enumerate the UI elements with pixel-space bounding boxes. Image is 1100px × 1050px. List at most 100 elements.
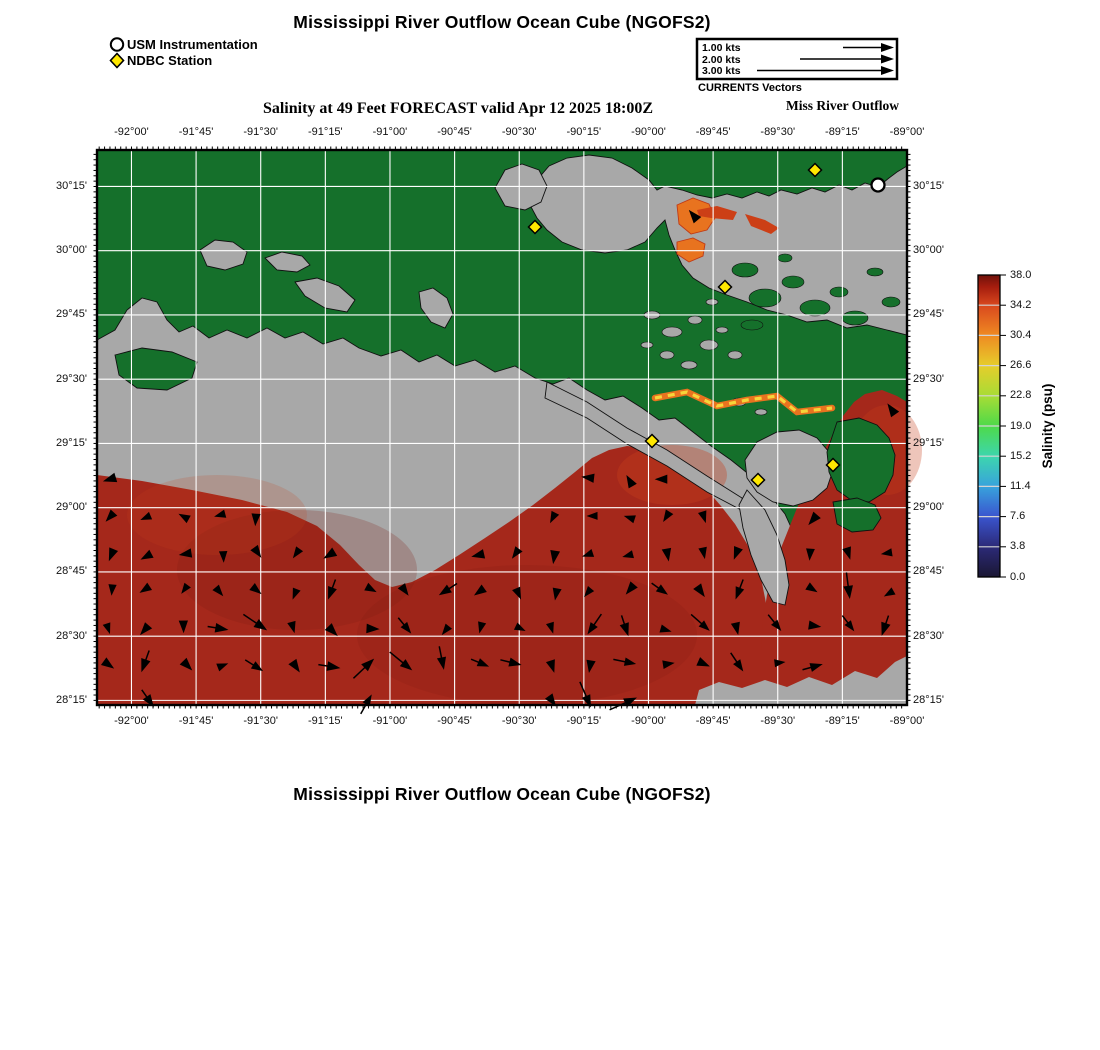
lon-tick-label-bottom: -89°45'	[695, 715, 731, 727]
plot-frame	[95, 148, 909, 707]
lat-tick-label-right: 30°15'	[913, 179, 944, 192]
islet-a	[199, 239, 248, 271]
current-arrow	[436, 646, 447, 670]
subtitle-forecast-valid: Salinity at 49 Feet FORECAST valid Apr 1…	[262, 100, 654, 117]
ndbc-station-marker	[750, 472, 766, 488]
current-arrow	[545, 621, 554, 634]
scale-arrow-head	[881, 66, 894, 75]
colorbar-tick-label: 7.6	[1010, 510, 1026, 523]
colorbar-tick-label: 11.4	[1010, 479, 1031, 492]
colorbar-tick-label: 15.2	[1010, 449, 1032, 462]
current-arrow	[105, 509, 118, 522]
current-arrow	[179, 657, 193, 671]
current-arrow	[690, 613, 710, 631]
current-arrow	[318, 661, 341, 671]
current-arrow	[545, 659, 555, 673]
current-arrow	[730, 621, 740, 636]
current-arrow	[659, 624, 672, 633]
marsh-speck-green	[866, 267, 884, 277]
current-arrow	[619, 615, 629, 637]
lon-tick-label-bottom: -90°30'	[501, 715, 537, 727]
current-arrow	[218, 551, 228, 563]
current-arrow	[324, 623, 338, 637]
current-arrow	[292, 587, 301, 600]
delta-head	[744, 429, 834, 507]
lat-tick-label-left: 28°30'	[56, 629, 87, 642]
ndbc-legend-icon	[109, 52, 125, 69]
current-arrow	[397, 617, 412, 634]
north-shore-ms-coast	[529, 154, 908, 336]
current-arrow	[696, 657, 710, 667]
current-arrow	[470, 658, 490, 667]
marsh-speck-green	[731, 262, 759, 278]
marsh-speck-green	[799, 299, 831, 317]
lat-tick-label-left: 29°30'	[56, 372, 87, 385]
lon-tick-label-top: -89°30'	[760, 126, 796, 138]
current-arrow	[625, 581, 638, 595]
current-arrow	[100, 657, 115, 669]
lon-tick-label-bottom: -90°15'	[566, 715, 602, 727]
scale-arrow-head	[881, 54, 894, 64]
current-arrow	[250, 544, 262, 558]
current-arrow	[806, 548, 815, 561]
lon-tick-label-top: -92°00'	[114, 126, 149, 138]
current-arrow	[622, 550, 634, 559]
current-vector-field	[100, 209, 900, 715]
current-arrow	[735, 579, 745, 600]
current-arrow	[178, 548, 193, 558]
colorbar-tick-label: 30.4	[1010, 328, 1032, 341]
current-arrow	[216, 663, 229, 672]
current-arrow	[397, 583, 409, 596]
marsh-speck-gray	[727, 350, 743, 360]
lon-tick-label-bottom: -91°00'	[372, 715, 408, 727]
red-texture-3	[617, 445, 727, 505]
current-arrow	[880, 548, 893, 557]
lon-tick-label-bottom: -89°30'	[760, 715, 796, 727]
current-arrow	[441, 623, 453, 636]
river-plume-stripes	[654, 390, 833, 414]
current-arrow	[108, 584, 117, 596]
marsh-speck-gray	[661, 326, 683, 338]
marsh-speck-gray	[659, 350, 675, 360]
current-arrow	[287, 620, 296, 634]
current-arrow	[883, 587, 896, 597]
current-arrow	[178, 513, 191, 524]
current-arrow	[512, 586, 522, 600]
lon-tick-label-bottom: -92°00'	[114, 715, 149, 727]
ndbc-station-marker	[807, 162, 823, 178]
current-arrow	[697, 510, 707, 524]
lat-tick-label-right: 28°15'	[913, 693, 944, 706]
red-texture-1	[177, 510, 417, 630]
current-arrow	[364, 582, 377, 593]
islet-d	[418, 287, 454, 329]
red-texture-2	[357, 565, 697, 705]
current-arrow	[438, 582, 458, 596]
usm-legend-icon	[109, 37, 125, 52]
current-arrow	[693, 583, 705, 598]
marsh-speck-gray	[705, 298, 719, 306]
current-arrow	[102, 622, 111, 635]
coast-streak-1	[697, 206, 737, 220]
colorbar-tick-label: 0.0	[1010, 570, 1026, 583]
marsh-east-2	[832, 497, 882, 533]
current-arrow	[178, 620, 188, 634]
current-arrow	[613, 657, 637, 666]
current-arrow	[767, 614, 782, 632]
current-arrow	[242, 613, 268, 631]
lat-tick-label-right: 29°45'	[913, 308, 944, 321]
current-arrow	[108, 547, 119, 562]
current-arrow	[582, 549, 595, 557]
current-arrow	[698, 546, 707, 560]
marsh-speck-gray	[687, 315, 703, 325]
page-title: Mississippi River Outflow Ocean Cube (NG…	[293, 12, 711, 32]
lon-tick-label-top: -90°15'	[566, 126, 602, 138]
current-arrow	[808, 620, 822, 630]
current-arrow	[389, 651, 413, 671]
current-arrow	[500, 657, 522, 667]
current-arrow	[139, 582, 153, 593]
colorbar-tick-label: 19.0	[1010, 419, 1032, 432]
lon-tick-label-top: -90°00'	[631, 126, 666, 138]
usm-instrumentation-marker	[870, 177, 886, 193]
lon-tick-label-top: -91°15'	[308, 126, 343, 138]
lon-tick-label-bottom: -89°00'	[889, 715, 925, 727]
